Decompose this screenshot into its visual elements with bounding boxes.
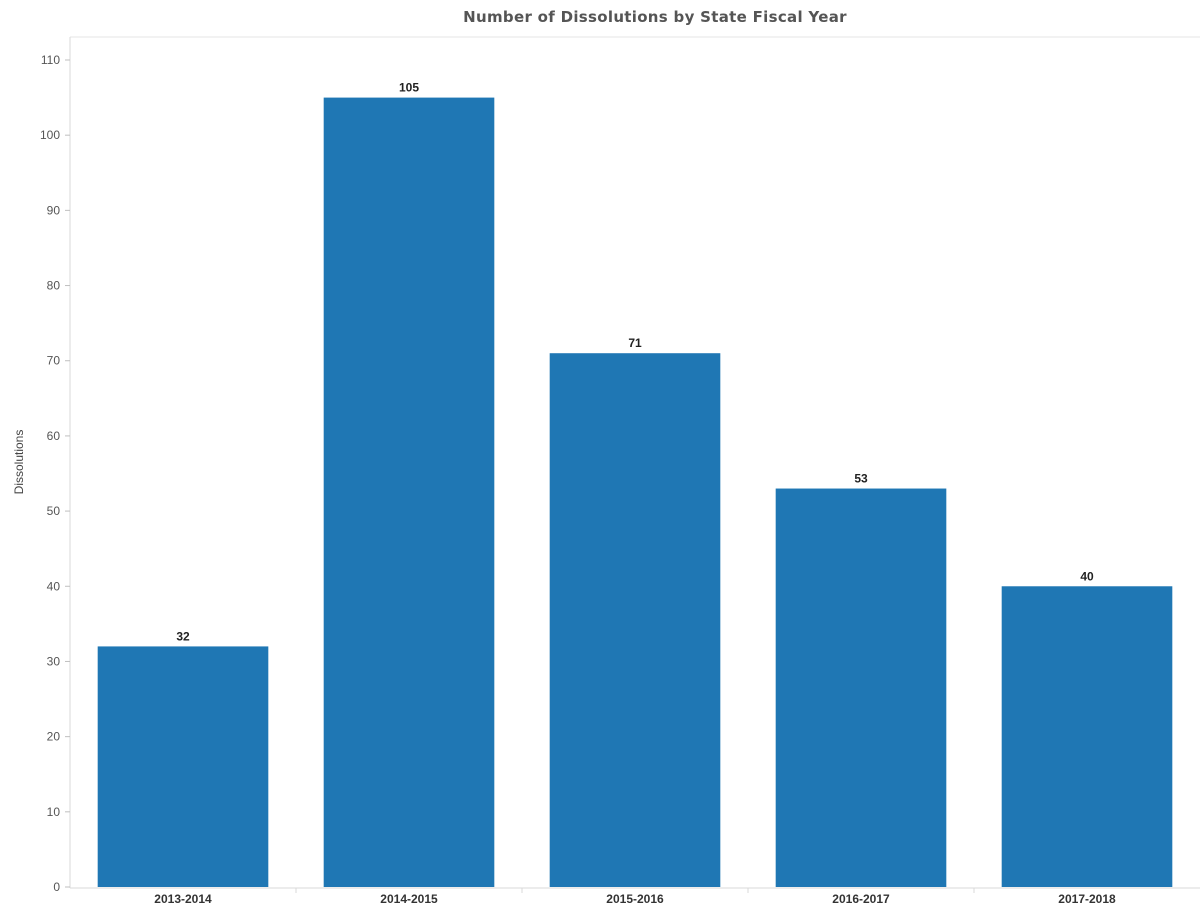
y-tick-label: 30 [47,654,61,668]
y-tick-label: 20 [47,730,61,744]
y-tick-label: 10 [47,805,61,819]
x-tick-label: 2015-2016 [606,892,664,906]
data-label: 32 [176,629,190,643]
y-tick-label: 60 [47,429,61,443]
data-label: 71 [628,336,642,350]
x-tick-label: 2014-2015 [380,892,438,906]
data-label: 40 [1080,569,1094,583]
y-tick-label: 40 [47,579,61,593]
y-tick-label: 100 [40,128,60,142]
y-tick-label: 110 [41,53,60,67]
x-tick-label: 2017-2018 [1058,892,1116,906]
y-tick-label: 90 [47,203,61,217]
bar [324,98,495,887]
bar [550,353,721,887]
y-tick-label: 50 [47,504,61,518]
bar [776,489,947,887]
y-tick-label: 70 [47,354,61,368]
x-tick-label: 2013-2014 [154,892,212,906]
bar [98,646,269,887]
y-axis-title: Dissolutions [12,430,26,495]
x-tick-label: 2016-2017 [832,892,890,906]
data-label: 53 [854,472,868,486]
data-label: 105 [399,81,419,95]
bars [98,98,1173,887]
bar [1002,586,1173,887]
y-tick-label: 80 [47,279,61,293]
y-tick-label: 0 [53,880,60,894]
